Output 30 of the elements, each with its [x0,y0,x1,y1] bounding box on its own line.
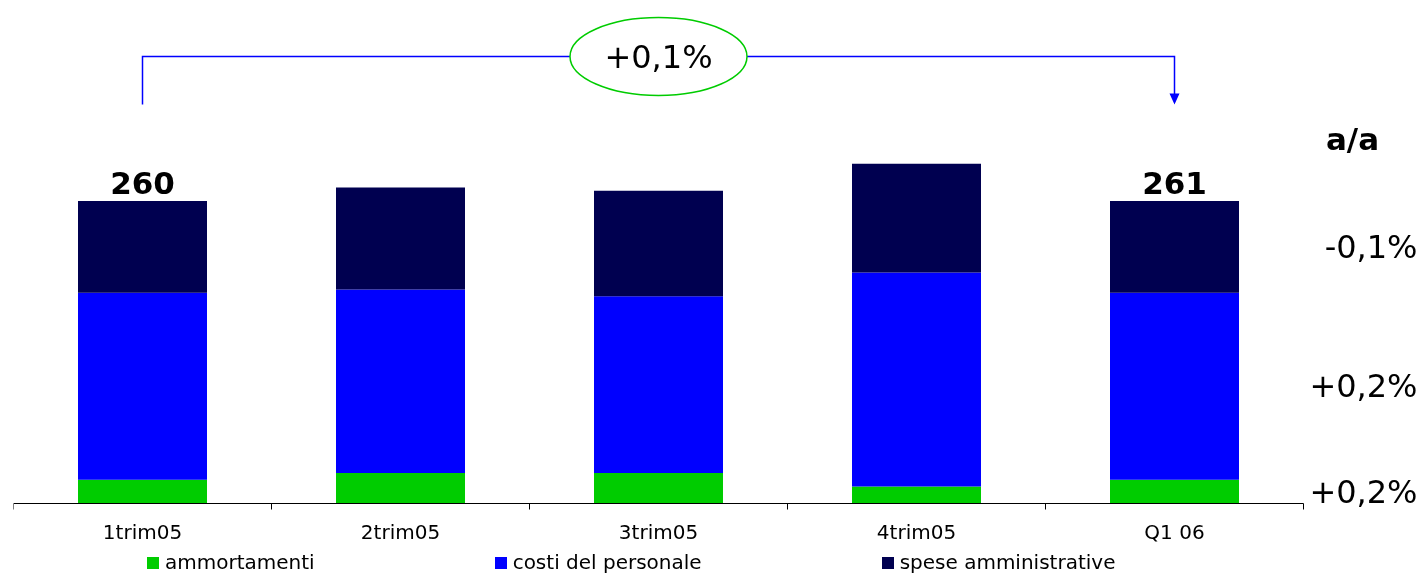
legend-label: ammortamenti [165,550,315,574]
x-tick-label: Q1 06 [1144,519,1205,544]
bar [78,201,207,293]
x-tick-label: 2trim05 [360,519,441,544]
text: -0,1% [1324,227,1418,266]
annotation: 261 [1142,165,1207,202]
bar [78,479,207,504]
bar [852,486,981,504]
text: +0,2% [1309,472,1418,511]
bar [594,296,723,473]
text: a/a [1325,121,1380,158]
bar [1110,479,1239,504]
text: +0,1% [604,37,713,76]
x-tick-label: 4trim05 [876,519,957,544]
text: +0,2% [1309,367,1418,406]
x-tick-label: 3trim05 [618,519,699,544]
bar [1110,292,1239,480]
bar [336,472,465,504]
bar [852,163,981,273]
bar [852,272,981,487]
legend-label: costi del personale [512,550,702,574]
legend-label: spese amministrative [899,550,1116,574]
bar [1110,201,1239,293]
bar [78,292,207,480]
bar [336,289,465,473]
bar [594,472,723,504]
annotation: 260 [110,165,175,202]
x-tick-label: 1trim05 [102,519,183,544]
bar [336,187,465,290]
bar [594,190,723,297]
